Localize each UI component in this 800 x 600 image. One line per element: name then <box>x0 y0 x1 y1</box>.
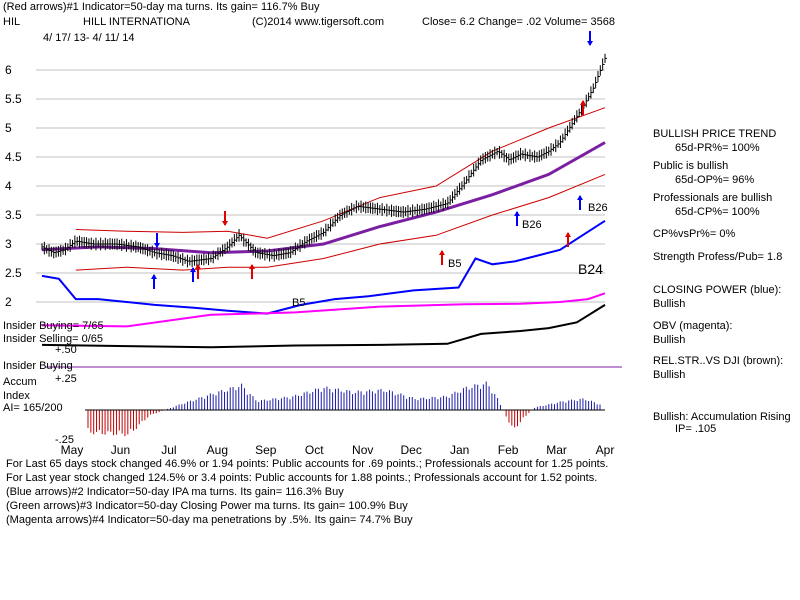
rel-strength-status: Bullish <box>653 369 686 381</box>
y-tick-label: 2 <box>5 295 12 309</box>
accumulation-index-histogram <box>87 381 601 437</box>
arrow-head <box>514 211 520 216</box>
insider-buying-label: Insider Buying= 7/65 <box>3 320 104 332</box>
up-arrow <box>439 250 445 265</box>
x-tick-label: Jan <box>450 443 469 457</box>
arrow-head <box>195 264 201 269</box>
b24-label: B24 <box>578 261 603 277</box>
closing-power-status: Bullish <box>653 298 686 310</box>
closing-power-line <box>41 219 606 315</box>
price-bars <box>41 53 607 268</box>
op-value: 65d-OP%= 96% <box>675 174 755 186</box>
b26-label-upper: B26 <box>588 202 608 214</box>
professionals-bullish: Professionals are bullish <box>653 192 773 204</box>
arrow-head <box>439 250 445 255</box>
up-arrow <box>190 267 196 282</box>
footer-green-arrows: (Green arrows)#3 Indicator=50-day Closin… <box>6 500 408 512</box>
y-axis-tick-labels: 6 5.5 5 4.5 4 3.5 3 2.5 2 <box>5 63 22 309</box>
b26-label-lower: B26 <box>522 219 542 231</box>
upper-band-line <box>75 107 606 239</box>
index-label: Index <box>3 390 30 402</box>
x-tick-label: Dec <box>401 443 422 457</box>
chart-series <box>41 107 606 349</box>
y-tick-label: 5 <box>5 121 12 135</box>
quote-line: Close= 6.2 Change= .02 Volume= 3568 <box>422 16 615 28</box>
plus-25-label: +.25 <box>55 373 77 385</box>
y-tick-label: 5.5 <box>5 92 22 106</box>
ai-label: AI= 165/200 <box>3 402 63 414</box>
up-arrow <box>577 195 583 210</box>
insider-selling-label: Insider Selling= 0/65 <box>3 333 103 345</box>
arrow-head <box>577 195 583 200</box>
x-tick-label: Jun <box>111 443 130 457</box>
cp-vs-pr: CP%vsPr%= 0% <box>653 228 736 240</box>
rel-strength-line <box>41 304 606 349</box>
company-name: HILL INTERNATIONA <box>83 16 190 28</box>
pr-value: 65d-PR%= 100% <box>675 142 760 154</box>
x-tick-label: May <box>61 443 84 457</box>
plus-50-label: +.50 <box>55 344 77 356</box>
obv-label: OBV (magenta): <box>653 320 733 332</box>
accumulation-rising: Bullish: Accumulation Rising <box>653 411 791 423</box>
y-tick-label: 4.5 <box>5 150 22 164</box>
arrow-head <box>154 243 160 248</box>
up-arrow <box>565 232 571 247</box>
arrow-head <box>249 264 255 269</box>
y-tick-label: 3 <box>5 237 12 251</box>
down-arrow <box>222 211 228 226</box>
date-range: 4/ 17/ 13- 4/ 11/ 14 <box>43 32 135 44</box>
lower-band-line <box>75 173 606 271</box>
strength-ratio: Strength Profess/Pub= 1.8 <box>653 251 783 263</box>
obv-line <box>41 292 606 328</box>
y-tick-label: 6 <box>5 63 12 77</box>
public-bullish: Public is bullish <box>653 160 729 172</box>
x-tick-label: Jul <box>161 443 176 457</box>
x-axis-tick-labels: May Jun Jul Aug Sep Oct Nov Dec Jan Feb Mar Apr <box>61 443 615 457</box>
minus-25-label: -.25 <box>55 434 74 446</box>
footer-magenta-arrows: (Magenta arrows)#4 Indicator=50-day ma p… <box>6 514 413 526</box>
up-arrow <box>514 211 520 226</box>
x-tick-label: Sep <box>255 443 277 457</box>
arrow-head <box>580 100 586 105</box>
down-arrow <box>587 31 593 46</box>
down-arrow <box>154 233 160 248</box>
x-tick-label: Oct <box>305 443 324 457</box>
rel-strength-label: REL.STR..VS DJI (brown): <box>653 355 784 367</box>
x-tick-label: Nov <box>352 443 373 457</box>
arrow-head <box>222 221 228 226</box>
x-tick-label: Aug <box>207 443 228 457</box>
bullish-price-trend: BULLISH PRICE TREND <box>653 128 777 140</box>
y-tick-label: 3.5 <box>5 208 22 222</box>
symbol: HIL <box>3 16 21 28</box>
b5-label-upper: B5 <box>448 258 462 270</box>
up-arrow <box>195 264 201 279</box>
signal-arrows <box>151 31 593 289</box>
ip-value: IP= .105 <box>675 423 717 435</box>
x-tick-label: Mar <box>546 443 567 457</box>
x-tick-label: Apr <box>596 443 615 457</box>
arrow-head <box>151 274 157 279</box>
closing-power-label: CLOSING POWER (blue): <box>653 284 782 296</box>
arrow-head <box>587 41 593 46</box>
y-tick-label: 4 <box>5 179 12 193</box>
up-arrow <box>580 100 586 115</box>
obv-status: Bullish <box>653 334 686 346</box>
header-indicator-1: (Red arrows)#1 Indicator=50-day ma turns… <box>3 1 320 13</box>
accum-label: Accum <box>3 376 37 388</box>
x-tick-label: Feb <box>498 443 519 457</box>
footer-65-days: For Last 65 days stock changed 46.9% or … <box>6 458 609 470</box>
insider-buying-label-2: Insider Buying <box>3 360 73 372</box>
cp-value: 65d-CP%= 100% <box>675 206 760 218</box>
y-tick-label: 2.5 <box>5 266 22 280</box>
copyright: (C)2014 www.tigersoft.com <box>252 16 385 28</box>
up-arrow <box>151 274 157 289</box>
footer-last-year: For Last year stock changed 124.5% or 3.… <box>6 472 598 484</box>
b5-label-lower: B5 <box>292 297 306 309</box>
up-arrow <box>249 264 255 279</box>
arrow-head <box>190 267 196 272</box>
footer-blue-arrows: (Blue arrows)#2 Indicator=50-day IPA ma … <box>6 486 344 498</box>
arrow-head <box>565 232 571 237</box>
